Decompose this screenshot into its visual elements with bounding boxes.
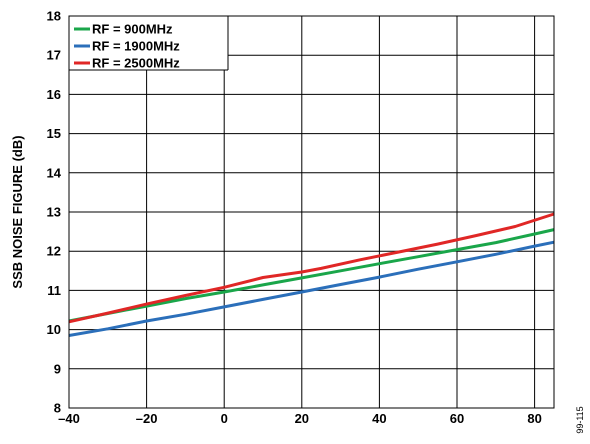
x-tick-label: –20 [136,411,158,426]
x-tick-label: 0 [221,411,228,426]
y-tick-label: 14 [47,165,62,180]
y-tick-label: 15 [47,126,61,141]
y-tick-label: 13 [47,205,61,220]
legend-label: RF = 1900MHz [92,39,180,54]
y-axis-title: SSB NOISE FIGURE (dB) [10,135,25,288]
y-tick-label: 17 [47,48,61,63]
legend-label: RF = 900MHz [92,22,173,37]
grid [69,16,554,408]
y-tick-label: 18 [47,9,61,24]
y-tick-label: 10 [47,322,61,337]
series-line-2 [68,240,555,337]
x-tick-label: 80 [527,411,541,426]
legend: RF = 900MHz RF = 1900MHz RF = 2500MHz [74,22,180,71]
y-tick-label: 11 [47,283,61,298]
y-tick-label: 8 [54,401,61,416]
series-line-1 [68,228,555,323]
x-tick-label: –40 [58,411,80,426]
x-axis-ticks: –40 –20 0 20 40 60 80 [58,411,542,426]
series-lines [68,212,555,337]
series-line-3 [68,212,555,324]
legend-label: RF = 2500MHz [92,56,180,71]
y-tick-label: 12 [47,244,61,259]
x-tick-label: 60 [450,411,464,426]
plot-frame [68,15,555,409]
x-tick-label: 40 [372,411,386,426]
figure-id: 99-115 [575,406,585,433]
y-axis-ticks: 8 9 10 11 12 13 14 15 16 17 18 [47,9,62,416]
x-tick-label: 20 [295,411,309,426]
y-tick-label: 9 [54,361,61,376]
y-tick-label: 16 [47,87,61,102]
